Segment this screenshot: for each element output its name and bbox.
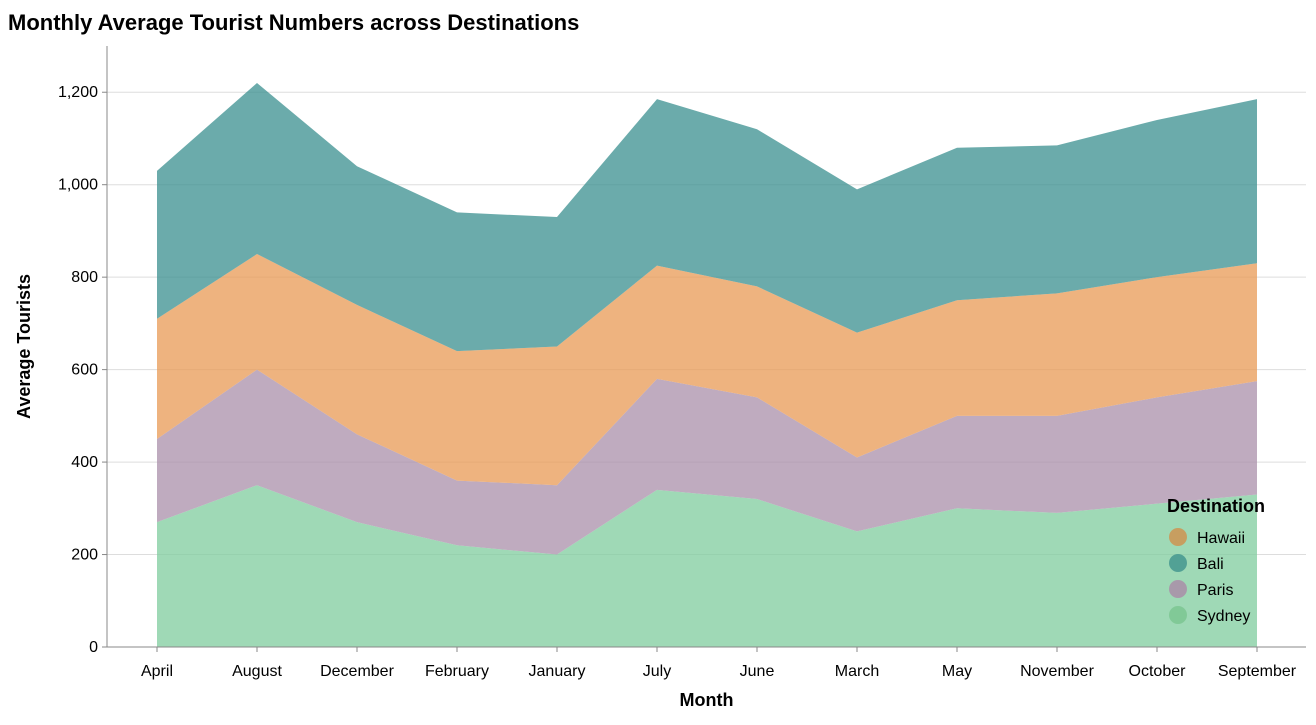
legend-symbol-sydney <box>1169 606 1187 624</box>
area-hawaii <box>157 254 1257 486</box>
x-tick-label: September <box>1218 663 1297 680</box>
x-tick-label: June <box>740 663 775 680</box>
y-axis-title: Average Tourists <box>14 274 34 419</box>
area-bali <box>157 82 1257 352</box>
x-tick-label: December <box>320 663 394 680</box>
x-tick-label: April <box>141 663 173 680</box>
y-tick-label: 1,200 <box>58 84 98 101</box>
chart-title: Monthly Average Tourist Numbers across D… <box>8 10 579 35</box>
legend-label-hawaii: Hawaii <box>1197 530 1245 547</box>
legend: Destination Hawaii Bali Paris Sydney <box>1167 496 1265 625</box>
y-tick-label: 1,000 <box>58 177 98 194</box>
axes: 0 200 400 600 800 1,000 1,200 April August Decemb… <box>58 46 1306 680</box>
x-axis-title: Month <box>680 690 734 710</box>
y-tick-label: 200 <box>71 547 98 564</box>
x-tick-label: July <box>643 663 671 680</box>
x-tick-label: August <box>232 663 282 680</box>
x-tick-label: March <box>835 663 879 680</box>
legend-label-bali: Bali <box>1197 556 1224 573</box>
y-tick-label: 0 <box>89 639 98 656</box>
stacked-areas <box>157 82 1257 647</box>
legend-symbol-paris <box>1169 580 1187 598</box>
x-tick-label: January <box>529 663 586 680</box>
y-tick-label: 600 <box>71 362 98 379</box>
x-tick-label: May <box>942 663 972 680</box>
area-sydney <box>157 485 1257 647</box>
x-tick-label: October <box>1129 663 1187 680</box>
legend-title: Destination <box>1167 496 1265 516</box>
area-paris <box>157 369 1257 555</box>
legend-symbol-bali <box>1169 554 1187 572</box>
legend-label-sydney: Sydney <box>1197 608 1250 625</box>
y-tick-label: 400 <box>71 454 98 471</box>
legend-label-paris: Paris <box>1197 582 1233 599</box>
legend-symbol-hawaii <box>1169 528 1187 546</box>
x-tick-label: February <box>425 663 489 680</box>
y-tick-label: 800 <box>71 269 98 286</box>
x-tick-label: November <box>1020 663 1094 680</box>
